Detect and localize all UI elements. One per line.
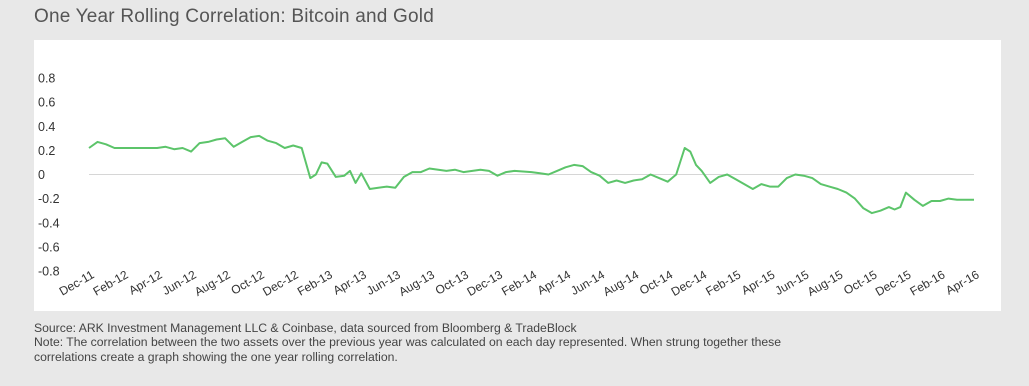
x-tick-label: Aug-14: [601, 267, 642, 299]
chart-title: One Year Rolling Correlation: Bitcoin an…: [34, 6, 434, 27]
note-line-2: correlations create a graph showing the …: [34, 349, 398, 364]
source-text: Source: ARK Investment Management LLC & …: [34, 321, 577, 335]
x-tick-label: Apr-16: [943, 267, 981, 297]
y-tick-label: -0.6: [38, 240, 60, 254]
x-tick-label: Oct-12: [229, 267, 267, 297]
x-tick-label: Dec-11: [57, 267, 97, 298]
x-tick-label: Feb-12: [91, 267, 131, 298]
y-tick-label: 0.2: [38, 144, 55, 158]
line-chart: 0.80.60.40.20-0.2-0.4-0.6-0.8Dec-11Feb-1…: [38, 72, 982, 299]
x-tick-label: Oct-13: [433, 267, 471, 297]
chart-panel: 0.8 0.6 0.4 0.2 0 -0.2 -0.4 -0.6 -0.8 Dec-11 Feb-1…: [34, 40, 1001, 311]
note-line-1: Note: The correlation between the two as…: [34, 335, 782, 350]
x-tick-label: Aug-15: [805, 267, 846, 299]
x-tick-label: Apr-13: [331, 267, 369, 297]
x-tick-label: Apr-14: [535, 267, 573, 297]
x-tick-label: Feb-14: [499, 267, 539, 298]
x-tick-label: Aug-12: [192, 267, 233, 299]
x-tick-label: Jun-13: [364, 267, 403, 298]
chart-notes: Source: ARK Investment Management LLC & …: [34, 321, 994, 364]
x-tick-label: Dec-12: [260, 267, 301, 299]
x-tick-label: Dec-14: [669, 267, 710, 299]
x-tick-label: Apr-15: [739, 267, 777, 297]
x-tick-label: Oct-15: [841, 267, 879, 297]
x-tick-label: Feb-13: [295, 267, 335, 298]
y-tick-label: 0: [38, 168, 45, 182]
x-tick-label: Jun-14: [568, 267, 607, 298]
y-tick-label: -0.2: [38, 192, 60, 206]
x-tick-label: Feb-16: [908, 267, 948, 298]
x-tick-label: Aug-13: [396, 267, 437, 299]
x-tick-label: Dec-15: [873, 267, 914, 299]
x-tick-label: Apr-12: [126, 267, 164, 297]
x-tick-label: Jun-15: [773, 267, 812, 298]
y-tick-label: 0.8: [38, 72, 55, 86]
y-tick-label: 0.6: [38, 96, 55, 110]
y-tick-label: 0.4: [38, 120, 55, 134]
y-tick-label: -0.8: [38, 265, 60, 279]
y-tick-label: -0.4: [38, 216, 60, 230]
x-tick-label: Feb-15: [703, 267, 743, 298]
x-tick-label: Jun-12: [160, 267, 199, 298]
x-tick-label: Oct-14: [637, 267, 675, 297]
correlation-series-line: [88, 134, 974, 215]
x-tick-label: Dec-13: [464, 267, 505, 299]
